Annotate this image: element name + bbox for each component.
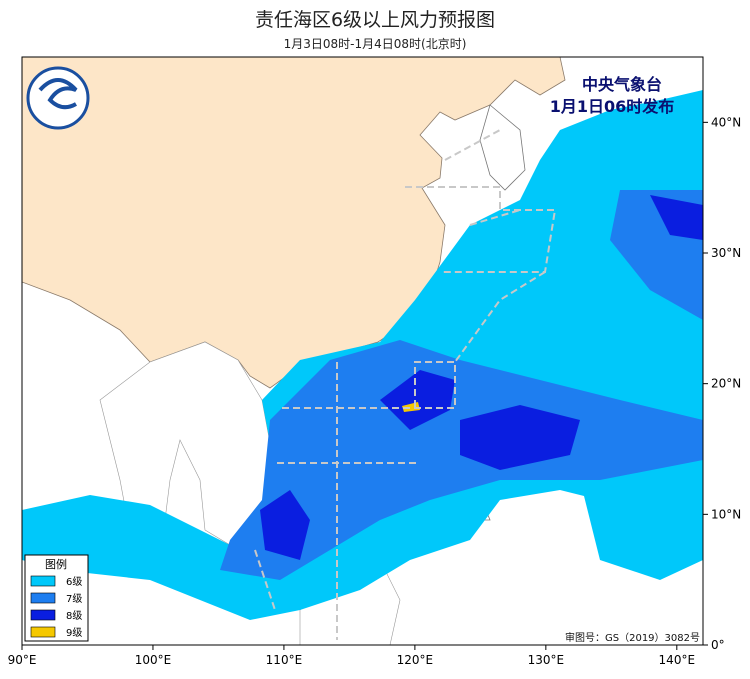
y-tick-label: 30°N — [711, 246, 741, 260]
korea — [479, 104, 526, 191]
wind-area-8 — [650, 195, 703, 240]
logo — [26, 66, 90, 130]
sea-area-boundary — [282, 361, 456, 409]
wind-area-8 — [260, 490, 310, 560]
logo-mark — [38, 78, 78, 110]
legend-label: 6级 — [66, 576, 82, 588]
legend-label: 8级 — [66, 610, 82, 622]
wind-area-6 — [580, 470, 703, 580]
y-tick-label: 20°N — [711, 377, 741, 391]
legend: 图例 6级 7级 8级 9级 — [24, 554, 89, 642]
x-tick-label: 90°E — [8, 653, 37, 667]
y-tick-label: 10°N — [711, 507, 741, 521]
map-body: 中央气象台 1月1日06时发布 审图号：GS（2019）3082号 图例 6级 7… — [22, 57, 703, 645]
legend-swatch — [30, 575, 56, 587]
legend-label: 7级 — [66, 593, 82, 605]
y-tick-label: 0° — [711, 638, 725, 652]
wind-area-8 — [460, 405, 580, 470]
legend-swatch — [30, 609, 56, 621]
legend-swatch — [30, 592, 56, 604]
x-tick-label: 140°E — [659, 653, 696, 667]
wind-area-8 — [380, 370, 455, 430]
sea-area-boundary — [405, 186, 557, 273]
sea-area-boundary — [444, 129, 521, 226]
subtitle: 1月3日08时-1月4日08时(北京时) — [284, 37, 467, 51]
title: 责任海区6级以上风力预报图 — [255, 9, 495, 31]
sea-area-boundary — [254, 271, 546, 640]
x-tick-label: 130°E — [528, 653, 565, 667]
x-tick-label: 120°E — [397, 653, 434, 667]
legend-label: 9级 — [66, 627, 82, 639]
legend-title: 图例 — [45, 557, 67, 571]
frame — [21, 56, 704, 646]
x-tick-label: 110°E — [266, 653, 303, 667]
x-tick-label: 100°E — [135, 653, 172, 667]
review-number: 审图号：GS（2019）3082号 — [565, 631, 700, 644]
y-tick-label: 40°N — [711, 115, 741, 129]
legend-swatch — [30, 626, 56, 638]
issue-time: 1月1日06时发布 — [550, 97, 675, 116]
wind-area-7 — [220, 340, 703, 580]
issuer: 中央气象台 — [582, 75, 662, 94]
